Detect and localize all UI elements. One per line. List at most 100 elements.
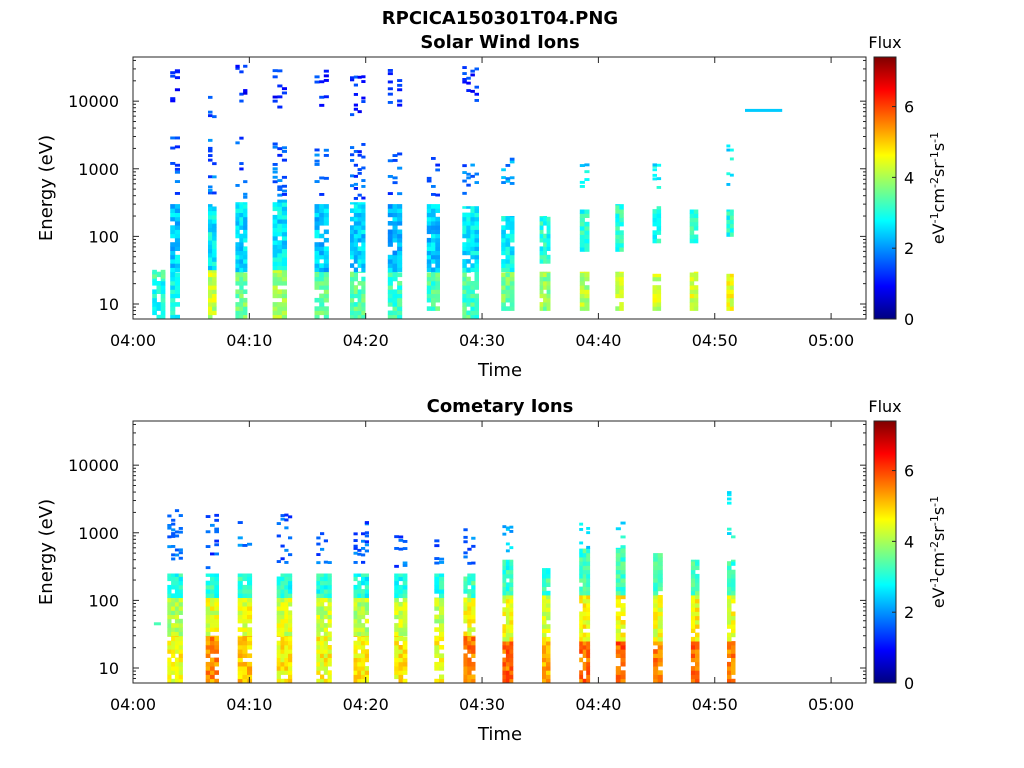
spectrogram-cell bbox=[353, 623, 358, 628]
spectrogram-cell bbox=[214, 636, 219, 642]
spectrogram-cell bbox=[170, 250, 176, 256]
spectrogram-cell bbox=[620, 657, 626, 663]
spectrogram-cell bbox=[474, 242, 479, 247]
spectrogram-cell bbox=[174, 69, 180, 73]
spectrogram-cell bbox=[505, 221, 511, 226]
spectrogram-cell bbox=[546, 254, 551, 260]
spectrogram-cell bbox=[323, 314, 329, 319]
spectrogram-cell bbox=[316, 657, 321, 663]
spectrogram-cell bbox=[361, 96, 366, 100]
spectrogram-cell bbox=[695, 653, 700, 658]
spectrogram-cell bbox=[466, 176, 471, 180]
spectrogram-cell bbox=[543, 281, 547, 286]
spectrogram-cell bbox=[288, 666, 293, 671]
spectrogram-cell bbox=[466, 183, 471, 187]
spectrogram-cell bbox=[543, 302, 547, 307]
spectrogram-cell bbox=[501, 285, 506, 290]
spectrogram-cell bbox=[542, 598, 547, 604]
spectrogram-cell bbox=[364, 589, 369, 594]
spectrogram-cell bbox=[387, 212, 393, 218]
spectrogram-cell bbox=[361, 293, 366, 299]
spectrogram-cell bbox=[320, 653, 325, 658]
spectrogram-cell bbox=[277, 214, 283, 220]
spectrogram-cell bbox=[208, 189, 213, 192]
spectrogram-cell bbox=[284, 589, 289, 594]
spectrogram-cell bbox=[693, 209, 699, 214]
spectrogram-cell bbox=[615, 582, 621, 587]
spectrogram-cell bbox=[323, 254, 329, 260]
spectrogram-cell bbox=[327, 670, 332, 675]
spectrogram-cell bbox=[239, 297, 244, 303]
spectrogram-cell bbox=[284, 548, 289, 552]
spectrogram-cell bbox=[501, 242, 506, 247]
spectrogram-cell bbox=[579, 561, 584, 566]
spectrogram-cell bbox=[210, 584, 215, 590]
spectrogram-cell bbox=[276, 640, 281, 646]
spectrogram-cell bbox=[323, 204, 329, 209]
spectrogram-cell bbox=[214, 606, 219, 611]
spectrogram-cell bbox=[210, 635, 215, 637]
spectrogram-cell bbox=[439, 636, 445, 642]
spectrogram-cell bbox=[579, 548, 584, 554]
spectrogram-cell bbox=[327, 649, 332, 654]
spectrogram-cell bbox=[579, 565, 584, 571]
spectrogram-cell bbox=[353, 314, 358, 319]
spectrogram-cell bbox=[280, 597, 285, 603]
spectrogram-cell bbox=[693, 285, 699, 290]
spectrogram-cell bbox=[178, 548, 183, 552]
spectrogram-cell bbox=[320, 674, 325, 680]
spectrogram-cell bbox=[280, 576, 285, 582]
spectrogram-cell bbox=[357, 233, 362, 239]
spectrogram-cell bbox=[214, 678, 219, 683]
spectrogram-cell bbox=[615, 649, 621, 654]
spectrogram-cell bbox=[212, 276, 217, 282]
spectrogram-cell bbox=[327, 653, 332, 658]
spectrogram-cell bbox=[327, 597, 332, 603]
spectrogram-cell bbox=[353, 649, 358, 654]
spectrogram-cell bbox=[277, 95, 283, 99]
spectrogram-cell bbox=[319, 272, 325, 278]
spectrogram-cell bbox=[615, 590, 621, 596]
spectrogram-cell bbox=[210, 636, 215, 642]
spectrogram-cell bbox=[726, 227, 731, 233]
spectrogram-cell bbox=[210, 580, 215, 586]
spectrogram-cell bbox=[656, 306, 662, 311]
spectrogram-cell bbox=[323, 95, 329, 99]
colorbar-gradient bbox=[873, 420, 897, 684]
spectrogram-cell bbox=[174, 170, 180, 174]
spectrogram-cell bbox=[462, 216, 467, 222]
spectrogram-cell bbox=[178, 580, 183, 586]
spectrogram-cell bbox=[582, 565, 587, 571]
spectrogram-cell bbox=[361, 666, 366, 671]
spectrogram-cell bbox=[579, 238, 585, 244]
spectrogram-cell bbox=[502, 632, 507, 638]
spectrogram-cell bbox=[398, 670, 404, 675]
spectrogram-cell bbox=[280, 678, 285, 683]
spectrogram-cell bbox=[353, 267, 358, 273]
spectrogram-cell bbox=[235, 263, 240, 268]
spectrogram-cell bbox=[462, 212, 467, 218]
spectrogram-cell bbox=[361, 636, 366, 642]
spectrogram-cell bbox=[431, 276, 436, 282]
spectrogram-cell bbox=[357, 225, 362, 230]
spectrogram-cell bbox=[178, 597, 183, 603]
spectrogram-cell bbox=[387, 289, 393, 294]
spectrogram-cell bbox=[353, 150, 358, 153]
spectrogram-cell bbox=[474, 302, 479, 307]
spectrogram-cell bbox=[582, 615, 587, 621]
spectrogram-cell bbox=[357, 606, 362, 611]
spectrogram-cell bbox=[320, 649, 325, 654]
spectrogram-cell bbox=[542, 628, 547, 633]
spectrogram-cell bbox=[178, 653, 183, 658]
spectrogram-cell bbox=[463, 535, 468, 539]
spectrogram-cell bbox=[212, 293, 217, 299]
spectrogram-cell bbox=[726, 293, 731, 299]
spectrogram-cell bbox=[462, 191, 467, 195]
spectrogram-cell bbox=[582, 561, 587, 566]
spectrogram-cell bbox=[281, 236, 287, 241]
spectrogram-cell bbox=[502, 598, 507, 604]
spectrogram-cell bbox=[361, 271, 366, 273]
spectrogram-cell bbox=[239, 272, 244, 278]
spectrogram-cell bbox=[212, 175, 217, 179]
spectrogram-cell bbox=[426, 276, 432, 282]
